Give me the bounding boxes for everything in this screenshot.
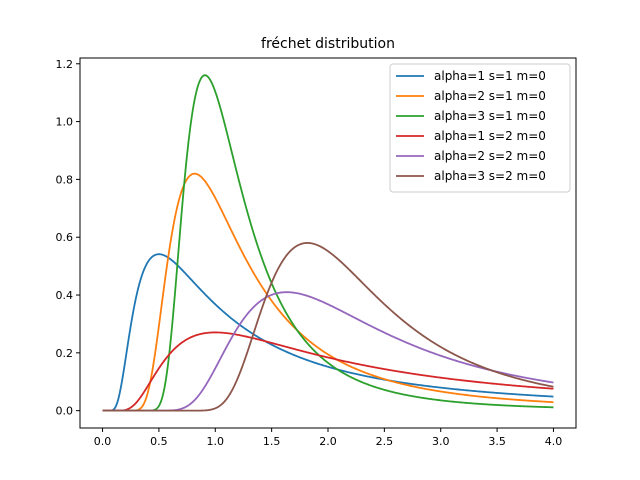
x-tick-label: 0.0 (94, 435, 112, 448)
y-tick-label: 1.0 (56, 116, 74, 129)
y-tick-label: 0.8 (56, 173, 74, 186)
legend: alpha=1 s=1 m=0 alpha=2 s=1 m=0 alpha=3 s=… (389, 63, 571, 193)
series-line-6 (102, 242, 554, 412)
series-layer (102, 74, 554, 412)
y-tick-label: 0.2 (56, 347, 74, 360)
legend-label-5: alpha=2 s=2 m=0 (434, 149, 546, 163)
x-tick-label: 3.5 (488, 435, 506, 448)
x-tick-label: 0.5 (150, 435, 168, 448)
legend-box (389, 63, 571, 193)
legend-label-4: alpha=1 s=2 m=0 (434, 129, 546, 143)
series-line-4 (102, 331, 554, 412)
x-tick-label: 1.5 (263, 435, 281, 448)
legend-label-2: alpha=2 s=1 m=0 (434, 89, 546, 103)
y-axis: 0.0 0.2 0.4 0.6 0.8 1.0 1.2 (56, 58, 80, 418)
series-line-2 (102, 172, 554, 412)
y-tick-label: 1.2 (56, 58, 74, 71)
legend-label-1: alpha=1 s=1 m=0 (434, 69, 546, 83)
series-line-5 (102, 291, 554, 412)
y-tick-label: 0.6 (56, 231, 74, 244)
legend-label-3: alpha=3 s=1 m=0 (434, 109, 546, 123)
y-tick-label: 0.0 (56, 405, 74, 418)
x-tick-label: 2.5 (376, 435, 394, 448)
series-line-3 (102, 74, 554, 412)
x-tick-label: 1.0 (207, 435, 225, 448)
legend-label-6: alpha=3 s=2 m=0 (434, 169, 546, 183)
x-axis: 0.0 0.5 1.0 1.5 2.0 2.5 3.0 3.5 4.0 (94, 428, 562, 448)
y-tick-label: 0.4 (56, 289, 74, 302)
x-tick-label: 2.0 (319, 435, 337, 448)
x-tick-label: 4.0 (545, 435, 563, 448)
x-tick-label: 3.0 (432, 435, 450, 448)
chart-title: fréchet distribution (261, 36, 395, 52)
